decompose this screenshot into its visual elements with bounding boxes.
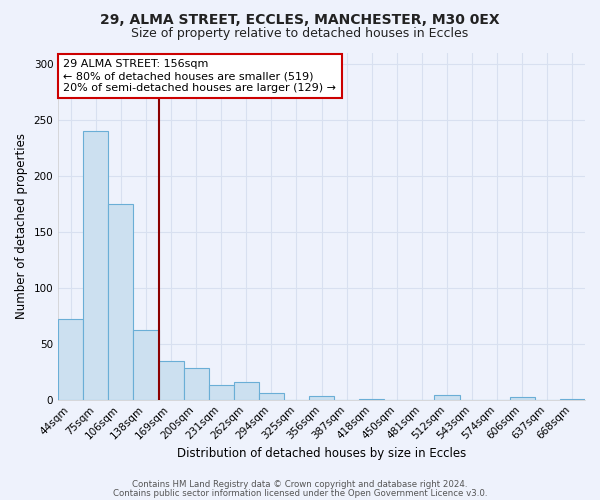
Bar [309,396,334,400]
Bar [259,393,284,400]
Bar [184,368,209,400]
Text: Contains HM Land Registry data © Crown copyright and database right 2024.: Contains HM Land Registry data © Crown c… [132,480,468,489]
Text: Size of property relative to detached houses in Eccles: Size of property relative to detached ho… [131,28,469,40]
Bar [83,131,109,400]
Bar [359,398,385,400]
Bar [109,204,133,400]
X-axis label: Distribution of detached houses by size in Eccles: Distribution of detached houses by size … [177,447,466,460]
Bar [133,330,158,400]
Text: 29, ALMA STREET, ECCLES, MANCHESTER, M30 0EX: 29, ALMA STREET, ECCLES, MANCHESTER, M30… [100,12,500,26]
Text: Contains public sector information licensed under the Open Government Licence v3: Contains public sector information licen… [113,488,487,498]
Bar [510,398,535,400]
Bar [209,385,234,400]
Bar [234,382,259,400]
Bar [560,398,585,400]
Bar [434,395,460,400]
Y-axis label: Number of detached properties: Number of detached properties [15,133,28,319]
Text: 29 ALMA STREET: 156sqm
← 80% of detached houses are smaller (519)
20% of semi-de: 29 ALMA STREET: 156sqm ← 80% of detached… [64,60,337,92]
Bar [58,319,83,400]
Bar [158,360,184,400]
